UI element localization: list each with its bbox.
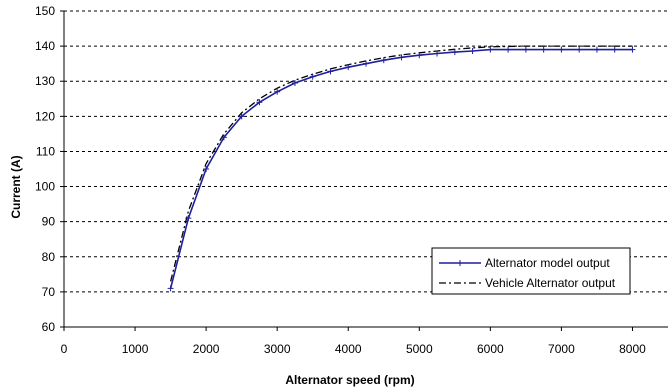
- y-tick-label: 110: [36, 144, 55, 158]
- data-point-model: [576, 46, 583, 53]
- y-tick-label: 70: [42, 285, 56, 299]
- data-point-model: [327, 68, 334, 75]
- data-point-model: [291, 79, 298, 86]
- y-tick-label: 80: [42, 250, 56, 264]
- data-point-model: [238, 113, 245, 120]
- data-point-model: [416, 52, 423, 59]
- series-group: [167, 45, 636, 292]
- data-point-model: [398, 54, 405, 61]
- legend-label-model: Alternator model output: [485, 256, 610, 270]
- data-point-model: [505, 46, 512, 53]
- x-tick-label: 3000: [264, 342, 291, 356]
- data-point-model: [380, 57, 387, 64]
- data-point-model: [363, 60, 369, 67]
- legend: Alternator model output Vehicle Alternat…: [431, 247, 631, 295]
- x-axis-title: Alternator speed (rpm): [285, 373, 414, 387]
- x-tick-label: 6000: [477, 342, 504, 356]
- data-point-model: [345, 64, 352, 71]
- data-point-model: [256, 99, 263, 106]
- data-point-model: [522, 46, 529, 53]
- data-point-model: [274, 88, 281, 95]
- y-tick-label: 140: [35, 39, 55, 53]
- data-point-model: [558, 46, 565, 53]
- data-point-model: [309, 73, 316, 80]
- y-tick-label: 130: [35, 74, 55, 88]
- y-tick-label: 90: [42, 215, 56, 229]
- y-tick-label: 100: [35, 180, 55, 194]
- y-tick-label: 120: [35, 109, 55, 123]
- data-point-model: [185, 215, 192, 222]
- data-point-model: [629, 46, 636, 53]
- data-point-model: [487, 46, 494, 53]
- x-tick-label: 0: [61, 342, 68, 356]
- data-point-model: [469, 48, 476, 55]
- grid-lines: [64, 10, 668, 293]
- data-point-model: [167, 285, 174, 292]
- x-tick-label: 1000: [122, 342, 149, 356]
- data-point-model: [593, 46, 600, 53]
- data-point-model: [434, 50, 441, 57]
- data-point-model: [451, 49, 458, 56]
- tick-labels: 60 70 80 90 100 110 120 130 140 150 0 1000 2000 3000 4…: [35, 4, 646, 356]
- legend-label-vehicle: Vehicle Alternator output: [485, 276, 616, 290]
- data-point-model: [611, 46, 618, 53]
- y-tick-label: 60: [42, 320, 56, 334]
- y-tick-label: 150: [35, 4, 55, 18]
- x-tick-label: 8000: [619, 342, 646, 356]
- data-point-model: [203, 166, 210, 172]
- axes: [60, 10, 668, 331]
- legend-box: [431, 247, 631, 295]
- x-tick-label: 2000: [193, 342, 220, 356]
- x-tick-label: 4000: [335, 342, 362, 356]
- data-point-model: [540, 46, 547, 53]
- y-axis-title: Current (A): [9, 155, 23, 218]
- legend-marker-model: [457, 260, 463, 266]
- x-tick-label: 7000: [548, 342, 575, 356]
- data-point-model: [220, 134, 227, 141]
- x-tick-label: 5000: [406, 342, 433, 356]
